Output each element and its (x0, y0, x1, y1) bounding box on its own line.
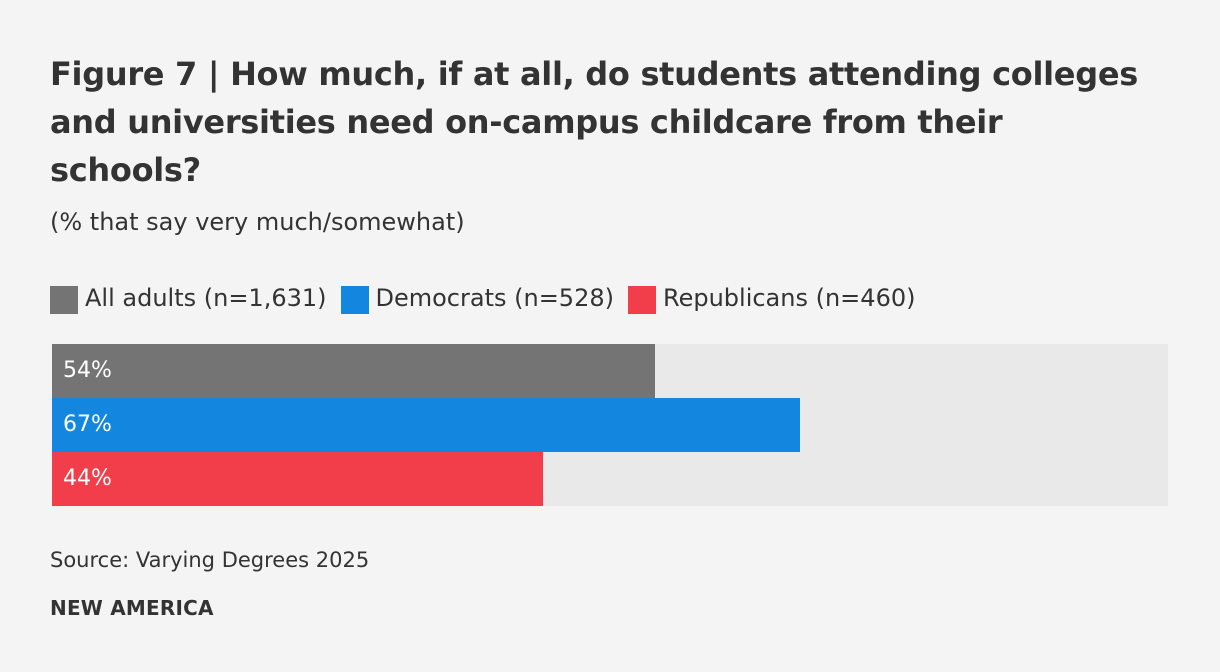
legend-item-republicans: Republicans (n=460) (627, 282, 916, 314)
legend-item-democrats: Democrats (n=528) (340, 282, 614, 314)
legend-swatch-democrats (340, 286, 369, 314)
bar-row-democrats: 67% (52, 398, 1168, 452)
legend-label-democrats: Democrats (n=528) (375, 284, 614, 312)
bar-chart: 54% 67% 44% (52, 344, 1168, 506)
bar-value-label-democrats: 67% (63, 412, 112, 437)
bar-row-republicans: 44% (52, 452, 1168, 506)
bar-row-all-adults: 54% (52, 344, 1168, 398)
legend-label-all-adults: All adults (n=1,631) (85, 284, 327, 312)
legend-swatch-all-adults (50, 286, 78, 314)
chart-legend: All adults (n=1,631) Democrats (n=528) R… (50, 281, 929, 315)
source-note: Source: Varying Degrees 2025 (50, 548, 370, 572)
bar-all-adults: 54% (52, 344, 655, 398)
bar-republicans: 44% (52, 452, 544, 506)
legend-swatch-republicans (627, 286, 656, 314)
figure-subtitle: (% that say very much/somewhat) (50, 208, 465, 236)
legend-label-republicans: Republicans (n=460) (662, 284, 916, 312)
bar-value-label-republicans: 44% (63, 466, 112, 491)
bar-value-label-all-adults: 54% (63, 358, 112, 383)
legend-item-all-adults: All adults (n=1,631) (50, 282, 327, 314)
bar-democrats: 67% (52, 398, 800, 452)
brand-wordmark: NEW AMERICA (50, 596, 214, 620)
figure-title: Figure 7 | How much, if at all, do stude… (50, 55, 1138, 189)
